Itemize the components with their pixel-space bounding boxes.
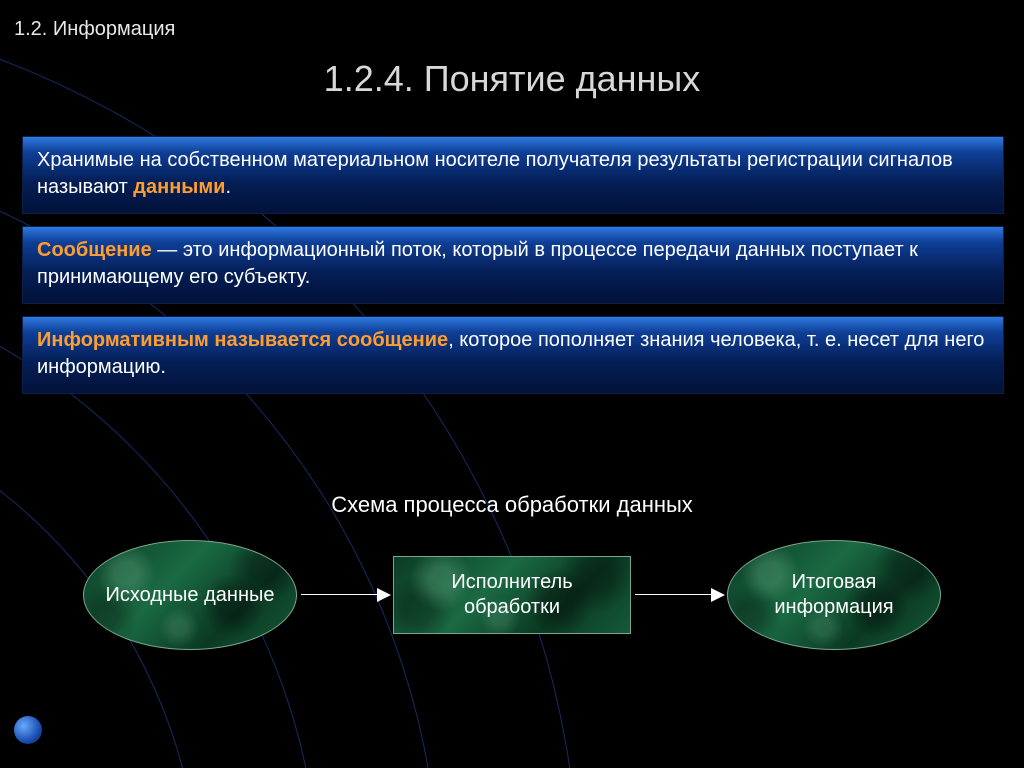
definition-box-0: Хранимые на собственном материальном нос… [22,136,1004,214]
page-title: 1.2.4. Понятие данных [0,58,1024,100]
breadcrumb: 1.2. Информация [14,18,175,41]
process-flow: Исходные данные Исполнитель обработки Итог… [0,540,1024,650]
definition-box-1: Сообщение — это информационный поток, ко… [22,226,1004,304]
flow-node-2: Итоговая информация [727,540,941,650]
flow-arrow-1 [631,585,727,605]
flow-arrow-0 [297,585,393,605]
flow-node-0: Исходные данные [83,540,297,650]
flow-node-1: Исполнитель обработки [393,556,631,634]
diagram-subtitle: Схема процесса обработки данных [0,492,1024,518]
definition-box-2: Информативным называется сообщение, кото… [22,316,1004,394]
